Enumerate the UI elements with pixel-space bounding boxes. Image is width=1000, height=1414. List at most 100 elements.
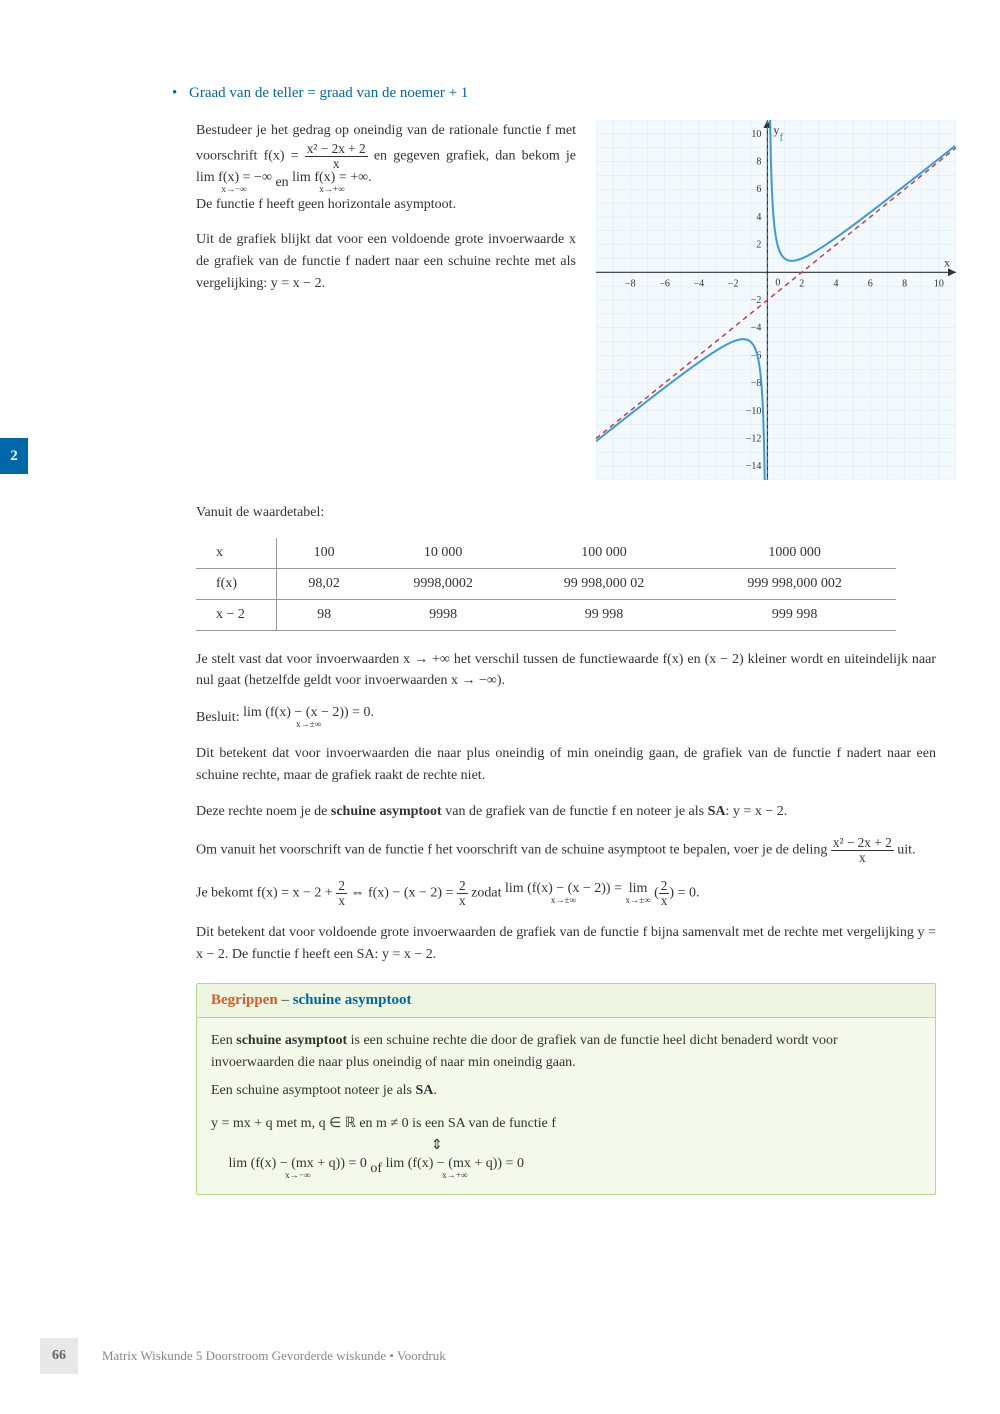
fraction: x² − 2x + 2 x (831, 836, 894, 865)
table-header-cell: 10 000 (372, 538, 515, 569)
table-cell: 9998,0002 (372, 568, 515, 599)
value-table: x10010 000100 0001000 000f(x)98,029998,0… (196, 538, 896, 631)
lim-sub: x→±∞ (243, 720, 374, 729)
graph-svg: −8−6−4−22468100108642−2−4−6−8−10−12−14yx… (596, 120, 956, 480)
svg-text:8: 8 (902, 278, 907, 289)
equation-line: lim (f(x) − (mx + q)) = 0x→−∞ of lim (f(… (211, 1157, 921, 1180)
page-number: 66 (40, 1338, 78, 1374)
lim-sub: x→±∞ (505, 896, 622, 905)
lim-sub: x→±∞ (625, 896, 650, 905)
footer-text: Matrix Wiskunde 5 Doorstroom Gevorderde … (102, 1348, 446, 1364)
lim-body: lim (629, 881, 648, 896)
text: . (433, 1083, 437, 1098)
svg-text:−2: −2 (751, 295, 762, 306)
numerator: x² − 2x + 2 (305, 142, 368, 157)
body-text: Deze rechte noem je de schuine asymptoot… (196, 801, 936, 823)
text: of (370, 1161, 385, 1176)
body-text: Om vanuit het voorschrift van de functie… (196, 836, 936, 865)
text: : y = x − 2. (726, 804, 788, 819)
table-intro: Vanuit de waardetabel: (196, 502, 936, 524)
concept-body: Een schuine asymptoot is een schuine rec… (197, 1018, 935, 1194)
text: Een schuine asymptoot noteer je als (211, 1083, 416, 1098)
svg-text:4: 4 (834, 278, 839, 289)
svg-text:−2: −2 (728, 278, 739, 289)
svg-text:x: x (944, 255, 950, 269)
page-footer: 66 Matrix Wiskunde 5 Doorstroom Gevorder… (40, 1338, 446, 1374)
text: Besluit: (196, 710, 243, 725)
svg-text:−4: −4 (751, 323, 762, 334)
numerator: x² − 2x + 2 (831, 836, 894, 851)
svg-text:4: 4 (756, 212, 761, 223)
term-bold: SA (416, 1083, 434, 1098)
table-cell: 98 (276, 599, 372, 630)
limit: lim (f(x) − (mx + q)) = 0x→−∞ (229, 1157, 367, 1180)
numerator: 2 (457, 879, 468, 894)
text: = 0. (678, 886, 700, 901)
numerator: 2 (336, 879, 347, 894)
svg-text:−8: −8 (625, 278, 636, 289)
value-table-wrap: x10010 000100 0001000 000f(x)98,029998,0… (196, 538, 936, 631)
fraction: 2x (659, 879, 670, 908)
page-content: Graad van de teller = graad van de noeme… (0, 0, 1000, 1245)
lim-body: lim f(x) = +∞. (292, 170, 371, 185)
limit: lim (f(x) − (mx + q)) = 0x→+∞ (386, 1157, 524, 1180)
lim-sub: x→−∞ (196, 185, 272, 194)
svg-text:8: 8 (756, 157, 761, 168)
text: uit. (897, 843, 915, 858)
denominator: x (336, 894, 347, 908)
section-heading: Graad van de teller = graad van de noeme… (172, 85, 940, 102)
denominator: x (831, 851, 894, 865)
table-cell: 98,02 (276, 568, 372, 599)
text: Deze rechte noem je de (196, 804, 331, 819)
svg-text:−14: −14 (746, 461, 762, 472)
table-cell: 99 998 (515, 599, 694, 630)
text: De functie f heeft geen horizontale asym… (196, 197, 456, 212)
term-bold: schuine asymptoot (236, 1033, 347, 1048)
table-cell: x − 2 (196, 599, 276, 630)
table-cell: 999 998,000 002 (693, 568, 896, 599)
limit: lim x→±∞ (625, 882, 650, 905)
text: Je bekomt f(x) = x − 2 + (196, 886, 336, 901)
concept-box: Begrippen – schuine asymptoot Een schuin… (196, 983, 936, 1195)
term-bold: SA (708, 804, 726, 819)
lim-sub: x→−∞ (229, 1171, 367, 1180)
text: ⇔ f(x) − (x − 2) = (350, 886, 457, 901)
concept-title-2: schuine asymptoot (293, 992, 412, 1008)
body-text: Je stelt vast dat voor invoerwaarden x →… (196, 649, 936, 692)
text: en gegeven grafiek, dan bekom je (374, 148, 576, 163)
table-cell: f(x) (196, 568, 276, 599)
term-bold: schuine asymptoot (331, 804, 442, 819)
equation: y = mx + q met m, q ∈ ℝ en m ≠ 0 is een … (211, 1113, 921, 1135)
svg-text:f: f (779, 130, 783, 144)
text: van de grafiek van de functie f en notee… (442, 804, 708, 819)
text: en (275, 174, 292, 189)
svg-text:−10: −10 (746, 406, 762, 417)
lim-body: lim (f(x) − (x − 2)) = (505, 881, 622, 896)
svg-text:10: 10 (934, 278, 944, 289)
lim-body: lim (f(x) − (mx + q)) = 0 (229, 1156, 367, 1171)
table-row: f(x)98,029998,000299 998,000 02999 998,0… (196, 568, 896, 599)
lim-sub: x→+∞ (292, 185, 371, 194)
numerator: 2 (659, 879, 670, 894)
svg-text:6: 6 (756, 184, 761, 195)
denominator: x (457, 894, 468, 908)
derivation-line: Je bekomt f(x) = x − 2 + 2x ⇔ f(x) − (x … (196, 879, 936, 908)
body-text: Dit betekent dat voor voldoende grote in… (196, 922, 936, 965)
table-header-cell: 1000 000 (693, 538, 896, 569)
text: zodat (471, 886, 505, 901)
denominator: x (305, 157, 368, 171)
text: Een (211, 1033, 236, 1048)
fraction: 2x (457, 879, 468, 908)
table-header-cell: 100 000 (515, 538, 694, 569)
limit: lim f(x) = +∞. x→+∞ (292, 171, 371, 194)
table-header-cell: 100 (276, 538, 372, 569)
svg-text:−4: −4 (694, 278, 705, 289)
concept-heading: Begrippen – schuine asymptoot (197, 984, 935, 1018)
svg-text:−8: −8 (751, 378, 762, 389)
table-cell: 9998 (372, 599, 515, 630)
svg-text:−12: −12 (746, 433, 762, 444)
lim-sub: x→+∞ (386, 1171, 524, 1180)
table-cell: 999 998 (693, 599, 896, 630)
concept-title-1: Begrippen (211, 992, 278, 1008)
table-header-cell: x (196, 538, 276, 569)
